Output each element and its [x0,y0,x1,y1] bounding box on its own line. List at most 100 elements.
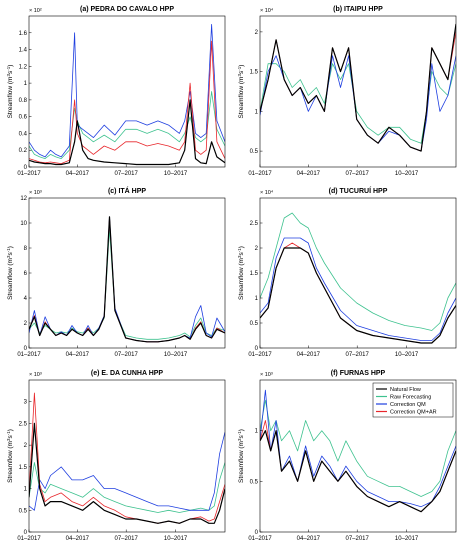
series-line-natural-flow [260,247,456,344]
y-tick-label: 1 [255,109,259,115]
panel-title: (f) FURNAS HPP [331,370,386,377]
series-line-natural-flow [29,216,225,343]
y-tick-label: 3 [24,400,28,406]
y-axis-label-part: Streamflow (m [238,77,245,119]
y-tick-label: 1 [24,81,28,87]
x-tick-label: 10–2017 [395,536,419,542]
legend-label: Correction QM+AR [390,410,437,416]
x-tick-label: 01–2017 [17,536,41,542]
series-line-natural-flow [260,23,456,152]
y-axis-label-part: Streamflow (m [7,258,14,300]
series-line-natural-flow [29,422,225,524]
y-multiplier-label: × 10² [29,8,42,14]
y-axis-label-part: s [238,252,245,256]
series-line-correction-qm [29,432,225,511]
y-multiplier-label: × 10⁴ [260,7,274,14]
panel-4: (d) TUCURUÍ HPP × 10⁴ 0 0.5 1 1.5 2 2.5 01–2017 0… [237,186,457,358]
panel-title: (c) ITÁ HPP [108,186,146,195]
y-axis-label-part: -1 [6,248,11,252]
x-tick-label: 04–2017 [66,352,90,358]
y-axis-label-part: 3 [237,438,242,441]
y-axis-label: Streamflow (m3s-1) [237,429,245,483]
series-line-raw-forecasting [260,399,456,497]
y-tick-label: 6 [24,271,28,277]
y-axis-label-part: ) [238,429,245,431]
x-tick-label: 07–2017 [115,171,139,177]
y-axis-label-part: -1 [6,431,11,435]
y-tick-label: 1 [255,296,259,302]
plot-area [29,16,225,167]
y-axis-label-part: Streamflow (m [238,441,245,483]
y-axis-label-part: Streamflow (m [238,258,245,300]
x-tick-label: 01–2017 [17,352,41,358]
y-tick-label: 0 [24,165,28,171]
y-axis-label-part: -1 [237,248,242,252]
y-tick-label: 0.2 [19,148,28,154]
series-group [29,23,225,166]
axes-frame [259,15,457,168]
y-axis-label: Streamflow (m3s-1) [6,246,14,300]
y-tick-label: 1.6 [19,31,28,37]
series-line-raw-forecasting [29,462,225,513]
axes-frame [28,15,226,168]
series-group [260,389,456,513]
x-tick-label: 04–2017 [297,352,321,358]
series-line-raw-forecasting [29,91,225,160]
panel-1: (a) PEDRA DO CAVALO HPP × 10² 0 0.2 0.4 0.6 0.… [6,6,226,177]
y-multiplier-label: × 10³ [260,372,273,378]
legend-label: Correction QM [390,402,426,408]
series-line-correction-qm-ar [29,392,225,524]
y-axis-label-part: s [7,435,14,439]
y-tick-label: 1.5 [250,271,259,277]
y-tick-label: 2 [24,443,28,449]
y-tick-label: 1.4 [19,48,28,54]
y-axis-label-part: ) [7,429,14,431]
x-tick-label: 04–2017 [66,171,90,177]
x-tick-label: 10–2017 [164,352,188,358]
y-axis-label: Streamflow (m3s-1) [237,65,245,119]
series-line-raw-forecasting [29,228,225,340]
y-tick-label: 1.2 [19,64,28,70]
y-tick-label: 2 [255,30,259,36]
y-tick-label: 0.5 [250,149,259,155]
y-multiplier-label: × 10³ [29,190,42,196]
x-tick-label: 01–2017 [17,171,41,177]
y-axis-label-part: Streamflow (m [7,77,14,119]
y-axis-label-part: s [7,252,14,256]
x-tick-label: 10–2017 [164,536,188,542]
y-axis-label-part: -1 [237,66,242,70]
plot-area [29,380,225,532]
panel-title: (d) TUCURUÍ HPP [329,186,388,195]
legend-label: Raw Forecasting [390,395,431,401]
y-axis-label-part: s [7,70,14,74]
panel-title: (a) PEDRA DO CAVALO HPP [80,6,174,13]
y-tick-label: 4 [24,296,28,302]
x-tick-label: 04–2017 [297,536,321,542]
panel-title: (e) E. DA CUNHA HPP [91,370,164,377]
y-axis-label-part: 3 [6,255,11,258]
x-tick-label: 04–2017 [66,536,90,542]
y-tick-label: 0 [24,346,28,352]
y-axis-label-part: -1 [237,431,242,435]
y-tick-label: 0.5 [250,479,259,485]
y-tick-label: 0.5 [19,508,28,514]
panel-2: (b) ITAIPU HPP × 10⁴ 0.5 1 1.5 2 01–2017 04–201… [237,6,457,177]
series-group [260,23,456,152]
series-line-correction-qm-ar [29,40,225,165]
axes-frame [259,379,457,533]
y-multiplier-label: × 10³ [29,372,42,378]
panel-title: (b) ITAIPU HPP [333,6,383,13]
panel-3: (c) ITÁ HPP × 10³ 0 2 4 6 8 10 12 01–2017 04–2017 0… [6,186,226,358]
x-tick-label: 01–2017 [248,171,272,177]
y-axis-label-part: s [238,70,245,74]
y-axis-label: Streamflow (m3s-1) [237,246,245,300]
y-tick-label: 0.6 [19,115,28,121]
series-group [260,212,456,344]
x-tick-label: 07–2017 [346,352,370,358]
y-tick-label: 0.5 [250,321,259,327]
y-tick-label: 2.5 [19,421,28,427]
series-group [29,216,225,343]
y-tick-label: 12 [20,196,27,202]
